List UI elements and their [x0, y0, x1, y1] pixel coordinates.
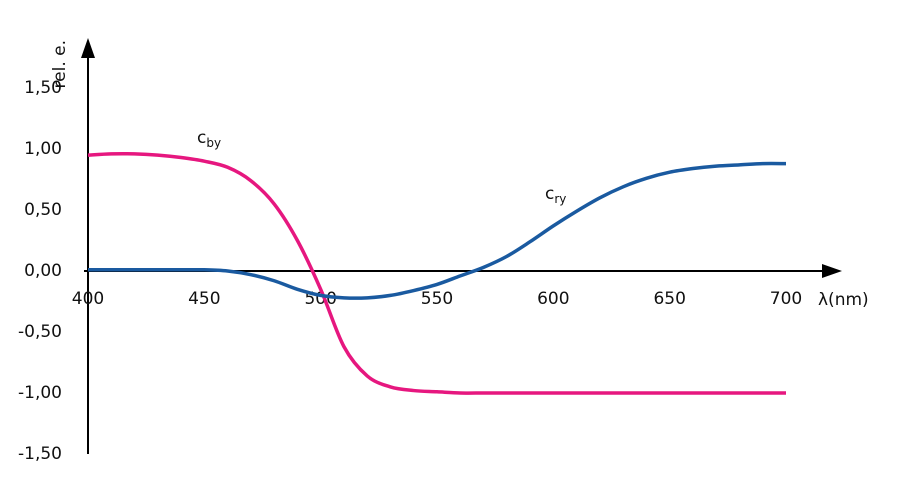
series-label: cry [545, 184, 566, 206]
y-tick-label: 1,50 [24, 78, 62, 98]
y-tick-label: 0,00 [24, 261, 62, 281]
y-tick-label: 0,50 [24, 200, 62, 220]
y-tick-label: -1,00 [18, 383, 62, 403]
series-line [88, 161, 787, 300]
x-tick-label: 550 [421, 289, 453, 309]
x-tick-label: 450 [188, 289, 220, 309]
series-label-name: c [197, 128, 206, 148]
series-label-sub: by [206, 136, 221, 150]
y-axis-label: rel. e. [50, 40, 70, 88]
y-tick-label: -1,50 [18, 444, 62, 464]
x-tick-label: 650 [653, 289, 685, 309]
x-tick-label: 700 [770, 289, 802, 309]
series-label: cby [197, 128, 221, 150]
x-tick-label: 400 [72, 289, 104, 309]
x-axis-arrow [822, 264, 842, 278]
x-axis-label: λ(nm) [818, 290, 869, 310]
y-axis-arrow [81, 38, 95, 58]
series-label-name: c [545, 184, 554, 204]
y-tick-label: -0,50 [18, 322, 62, 342]
series-line [87, 151, 786, 395]
series-label-sub: ry [554, 192, 566, 206]
y-tick-label: 1,00 [24, 139, 62, 159]
x-tick-label: 600 [537, 289, 569, 309]
